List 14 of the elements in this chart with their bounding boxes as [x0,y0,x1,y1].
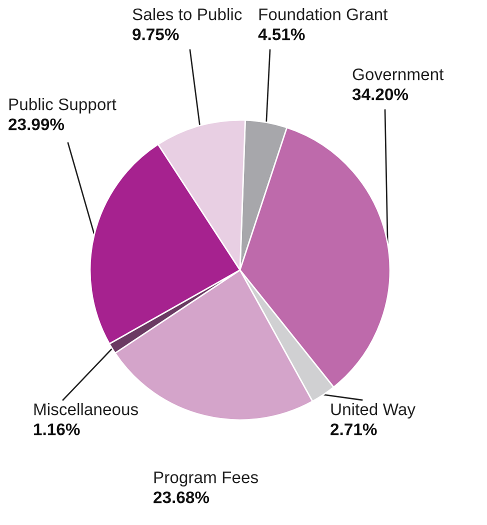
data-label: 1.16% [34,423,80,436]
data-label: 4.51% [258,28,305,40]
data-label: 9.75% [132,28,179,40]
data-label: 23.99% [8,118,64,130]
slice-label: Miscellaneous [34,403,138,416]
slice-label: Sales to Public [132,8,242,20]
slice-label: Public Support [9,98,116,114]
data-label: 34.20% [352,88,408,100]
slice-label: Foundation Grant [259,8,388,20]
slice-label: United Way [331,403,416,419]
slice-label: Government [352,68,444,80]
slice-label: Program Fees [154,472,258,487]
data-label: 23.68% [154,491,210,504]
data-label: 2.71% [330,423,377,436]
